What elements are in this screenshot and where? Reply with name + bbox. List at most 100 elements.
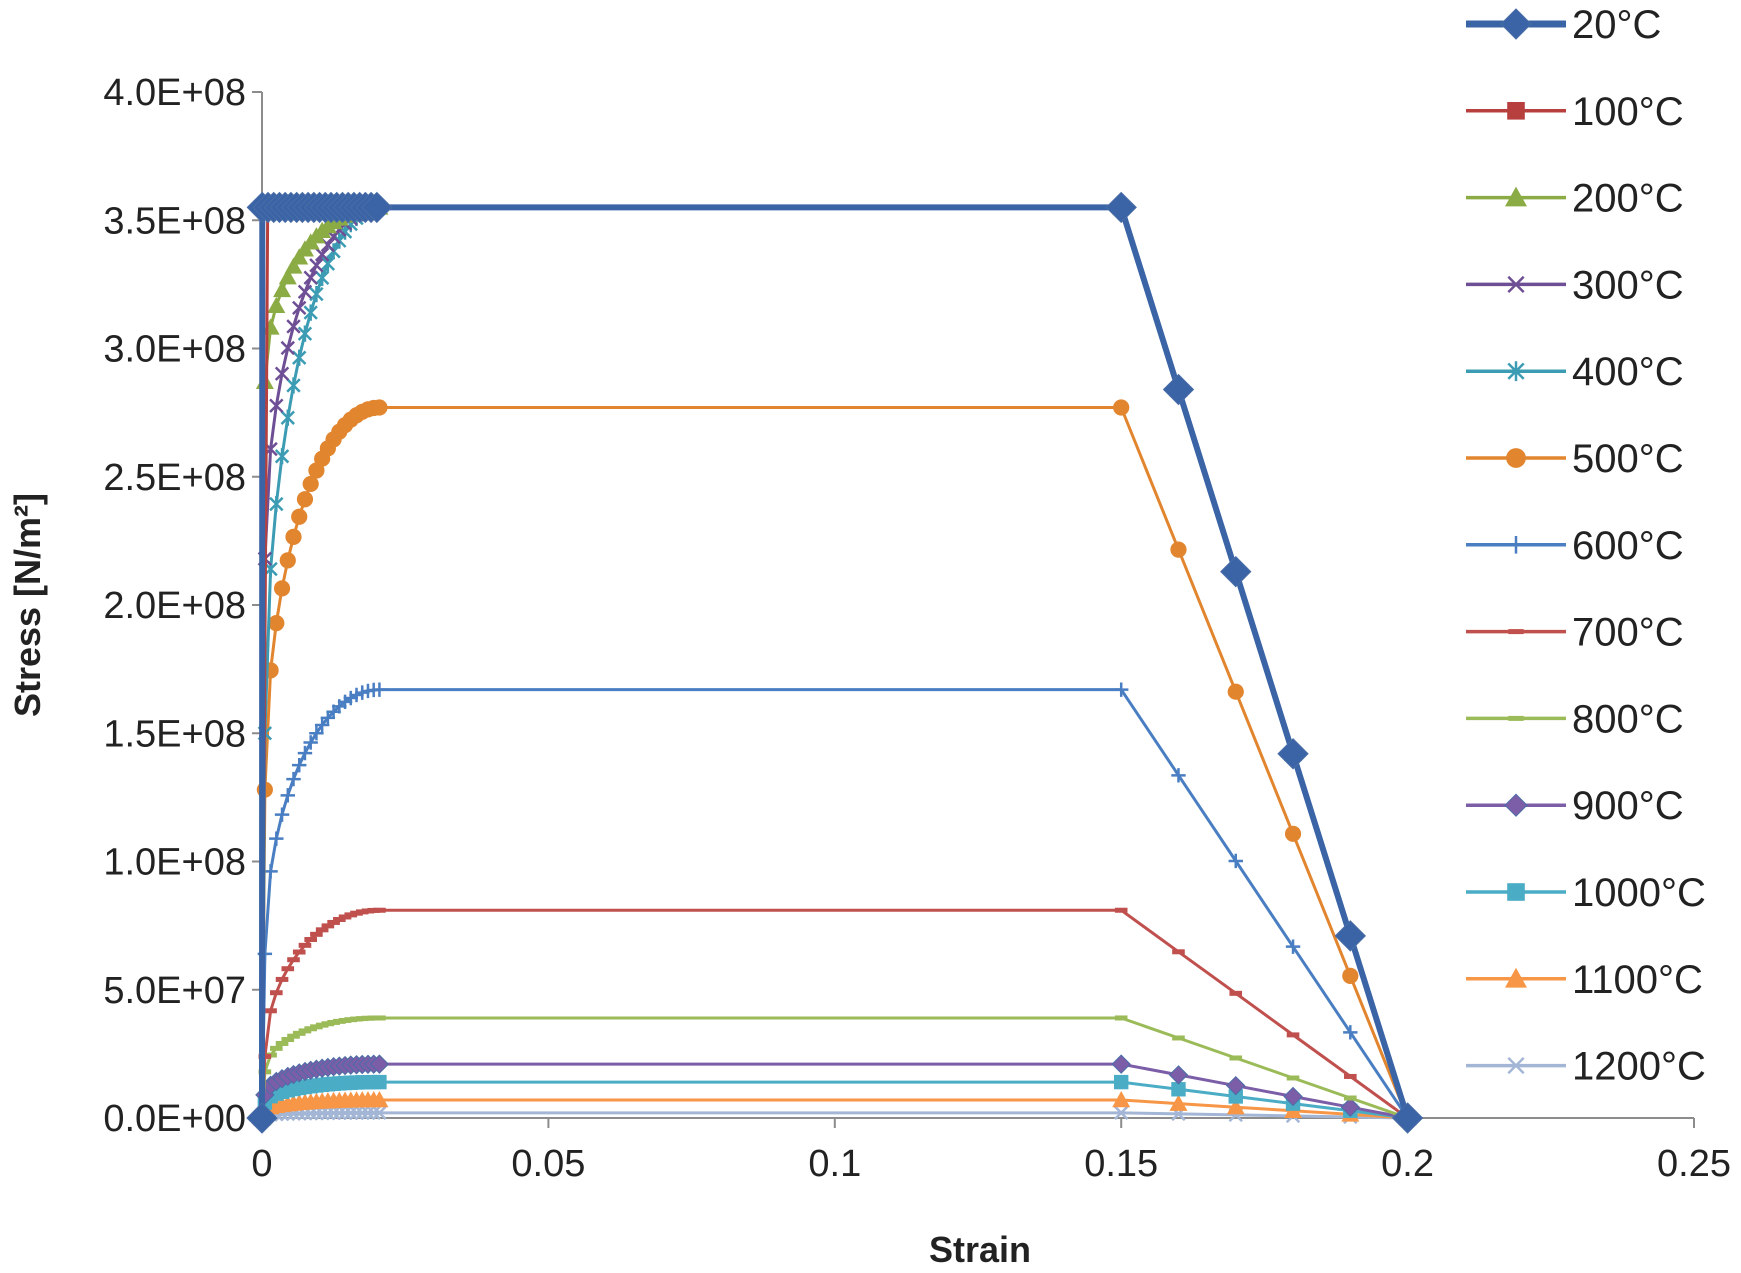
data-point [274, 448, 290, 465]
data-point [360, 1105, 376, 1121]
data-point [1227, 683, 1244, 700]
legend-label: 1000°C [1572, 871, 1706, 915]
data-point [280, 788, 295, 803]
data-point [1344, 1095, 1357, 1101]
legend-item: 600°C [1466, 524, 1684, 568]
data-point [303, 304, 318, 321]
legend-marker [1507, 275, 1525, 293]
x-axis-title: Strain [929, 1229, 1031, 1270]
data-point [320, 255, 336, 272]
legend-label: 600°C [1572, 524, 1684, 568]
legend-marker [1507, 536, 1525, 554]
data-point [292, 300, 307, 316]
y-tick-label: 0.0E+00 [103, 1098, 246, 1140]
data-point [286, 319, 301, 334]
data-point [372, 1074, 387, 1090]
legend-item: 500°C [1466, 437, 1684, 481]
data-point [273, 580, 291, 597]
legend-marker [1507, 361, 1525, 382]
series-line [260, 205, 1410, 1119]
x-tick-label: 0 [251, 1143, 272, 1185]
data-point [1286, 1032, 1300, 1038]
x-tick-label: 0.15 [1084, 1143, 1158, 1185]
series-line [260, 205, 1410, 1119]
legend-item: 20°C [1466, 3, 1661, 47]
data-point [1105, 191, 1137, 224]
y-tick-label: 2.0E+08 [103, 585, 246, 627]
data-point [281, 966, 295, 972]
legend-item: 900°C [1466, 784, 1684, 828]
data-point [343, 1105, 358, 1121]
data-point [1172, 949, 1185, 955]
x-tick-label: 0.25 [1657, 1143, 1731, 1185]
data-point [1286, 1075, 1300, 1081]
data-point [372, 682, 387, 697]
legend-item: 800°C [1466, 697, 1684, 741]
data-point [355, 1105, 370, 1121]
data-point [361, 191, 393, 224]
data-point [1285, 939, 1301, 954]
data-point [1229, 1055, 1243, 1061]
data-point [296, 491, 314, 508]
data-point [373, 907, 386, 913]
legend-label: 1100°C [1572, 958, 1703, 1002]
legend-marker [1505, 967, 1527, 988]
data-point [1114, 1074, 1129, 1090]
y-tick-label: 3.0E+08 [103, 329, 246, 371]
data-point [1391, 1102, 1424, 1134]
legend-marker [1507, 1057, 1525, 1075]
data-point [303, 270, 318, 285]
legend-label: 500°C [1572, 437, 1684, 481]
legend-label: 900°C [1572, 784, 1684, 828]
data-point [297, 325, 313, 342]
data-point [292, 349, 307, 366]
legend-label: 700°C [1572, 611, 1684, 655]
data-point [269, 831, 284, 846]
x-tick-label: 0.1 [808, 1143, 861, 1185]
data-point [1114, 907, 1128, 913]
data-point [1228, 1089, 1243, 1104]
legend-marker [1500, 8, 1532, 40]
data-point [246, 1102, 278, 1134]
series-line [259, 204, 1411, 1119]
data-point [369, 1054, 390, 1074]
data-point [310, 931, 323, 937]
axes: 0.0E+00 5.0E+07 1.0E+08 1.5E+08 2.0E+08 2.5E+… [103, 72, 1731, 1185]
data-point [292, 949, 306, 955]
data-point [1284, 825, 1302, 842]
data-point [286, 377, 301, 394]
data-point [292, 757, 307, 773]
data-point [270, 990, 283, 996]
data-point [370, 1091, 389, 1108]
data-point [304, 936, 317, 942]
series-100°C [254, 200, 1415, 1126]
data-point [314, 247, 330, 262]
data-point [309, 258, 324, 273]
data-point [291, 508, 308, 525]
data-point [270, 1045, 283, 1051]
legend-item: 1200°C [1466, 1045, 1706, 1089]
legend-marker [1507, 883, 1525, 901]
data-point [278, 268, 297, 285]
data-point [1113, 399, 1130, 416]
data-point [298, 942, 312, 948]
y-tick-label: 3.5E+08 [103, 200, 246, 242]
data-point [1228, 853, 1243, 869]
data-point [1229, 990, 1243, 996]
data-point [1277, 738, 1309, 770]
data-point [1220, 555, 1252, 588]
data-point [267, 296, 286, 314]
legend-item: 1100°C [1466, 958, 1703, 1002]
data-point [1114, 682, 1129, 697]
data-point [326, 1105, 341, 1121]
data-point [314, 269, 330, 286]
data-point [349, 1105, 364, 1121]
legend-item: 300°C [1466, 263, 1684, 307]
data-point [309, 725, 324, 741]
data-point [297, 745, 313, 761]
data-point [275, 1040, 289, 1046]
series-line [260, 406, 1409, 1119]
legend-item: 100°C [1466, 90, 1684, 134]
data-point [303, 735, 318, 750]
